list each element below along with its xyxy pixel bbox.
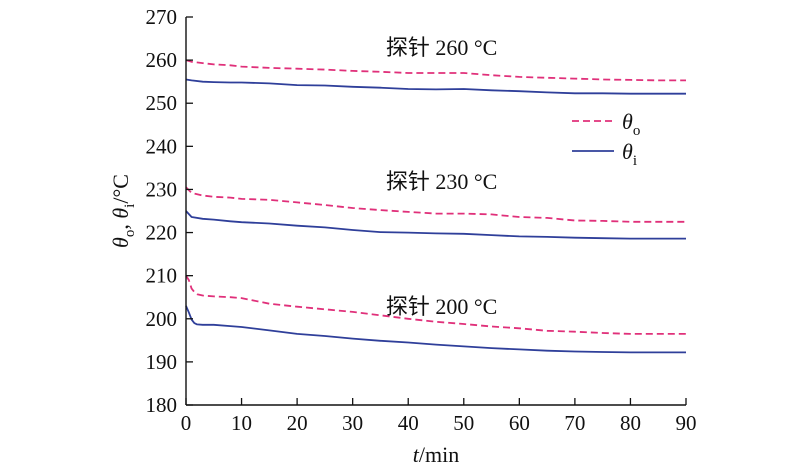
series-theta-i-260 [185,78,686,95]
x-tick-label: 60 [509,411,530,435]
x-tick-label: 70 [564,411,585,435]
x-tick-label: 30 [342,411,363,435]
y-tick-label: 230 [146,177,178,201]
x-tick-label: 90 [676,411,697,435]
axes-layer [185,16,687,406]
y-tick-label: 200 [146,307,178,331]
x-tick-label: 80 [620,411,641,435]
y-tick-label: 260 [146,48,178,72]
y-axis-title: θo, θi/°C [108,174,138,248]
probe-annotation-200: 探针 200 °C [386,294,497,319]
x-tick-label: 20 [287,411,308,435]
legend-label-theta-o: θo [622,109,640,139]
x-tick-label: 40 [398,411,419,435]
probe-annotation-260: 探针 260 °C [386,35,497,60]
y-tick-label: 270 [146,5,178,29]
plot-layer [185,59,686,354]
legend-label-theta-i: θi [622,139,637,169]
series-theta-o-200 [185,275,686,335]
x-axis-title: t/min [413,442,459,467]
x-tick-label: 50 [453,411,474,435]
y-tick-label: 180 [146,393,178,417]
text-layer: 180 190 200 210 220 230 240 250 260 270 0 10 20 30 40 5… [108,5,697,467]
series-theta-o-230 [185,186,686,223]
x-tick-label: 10 [231,411,252,435]
probe-annotation-230: 探针 230 °C [386,169,497,194]
y-tick-label: 240 [146,134,178,158]
series-theta-i-200 [185,305,686,354]
x-tick-label: 0 [181,411,192,435]
y-tick-label: 190 [146,350,178,374]
y-tick-label: 210 [146,264,178,288]
series-theta-o-260 [185,59,686,82]
y-tick-label: 220 [146,221,178,245]
series-theta-i-230 [185,210,686,240]
y-tick-label: 250 [146,91,178,115]
